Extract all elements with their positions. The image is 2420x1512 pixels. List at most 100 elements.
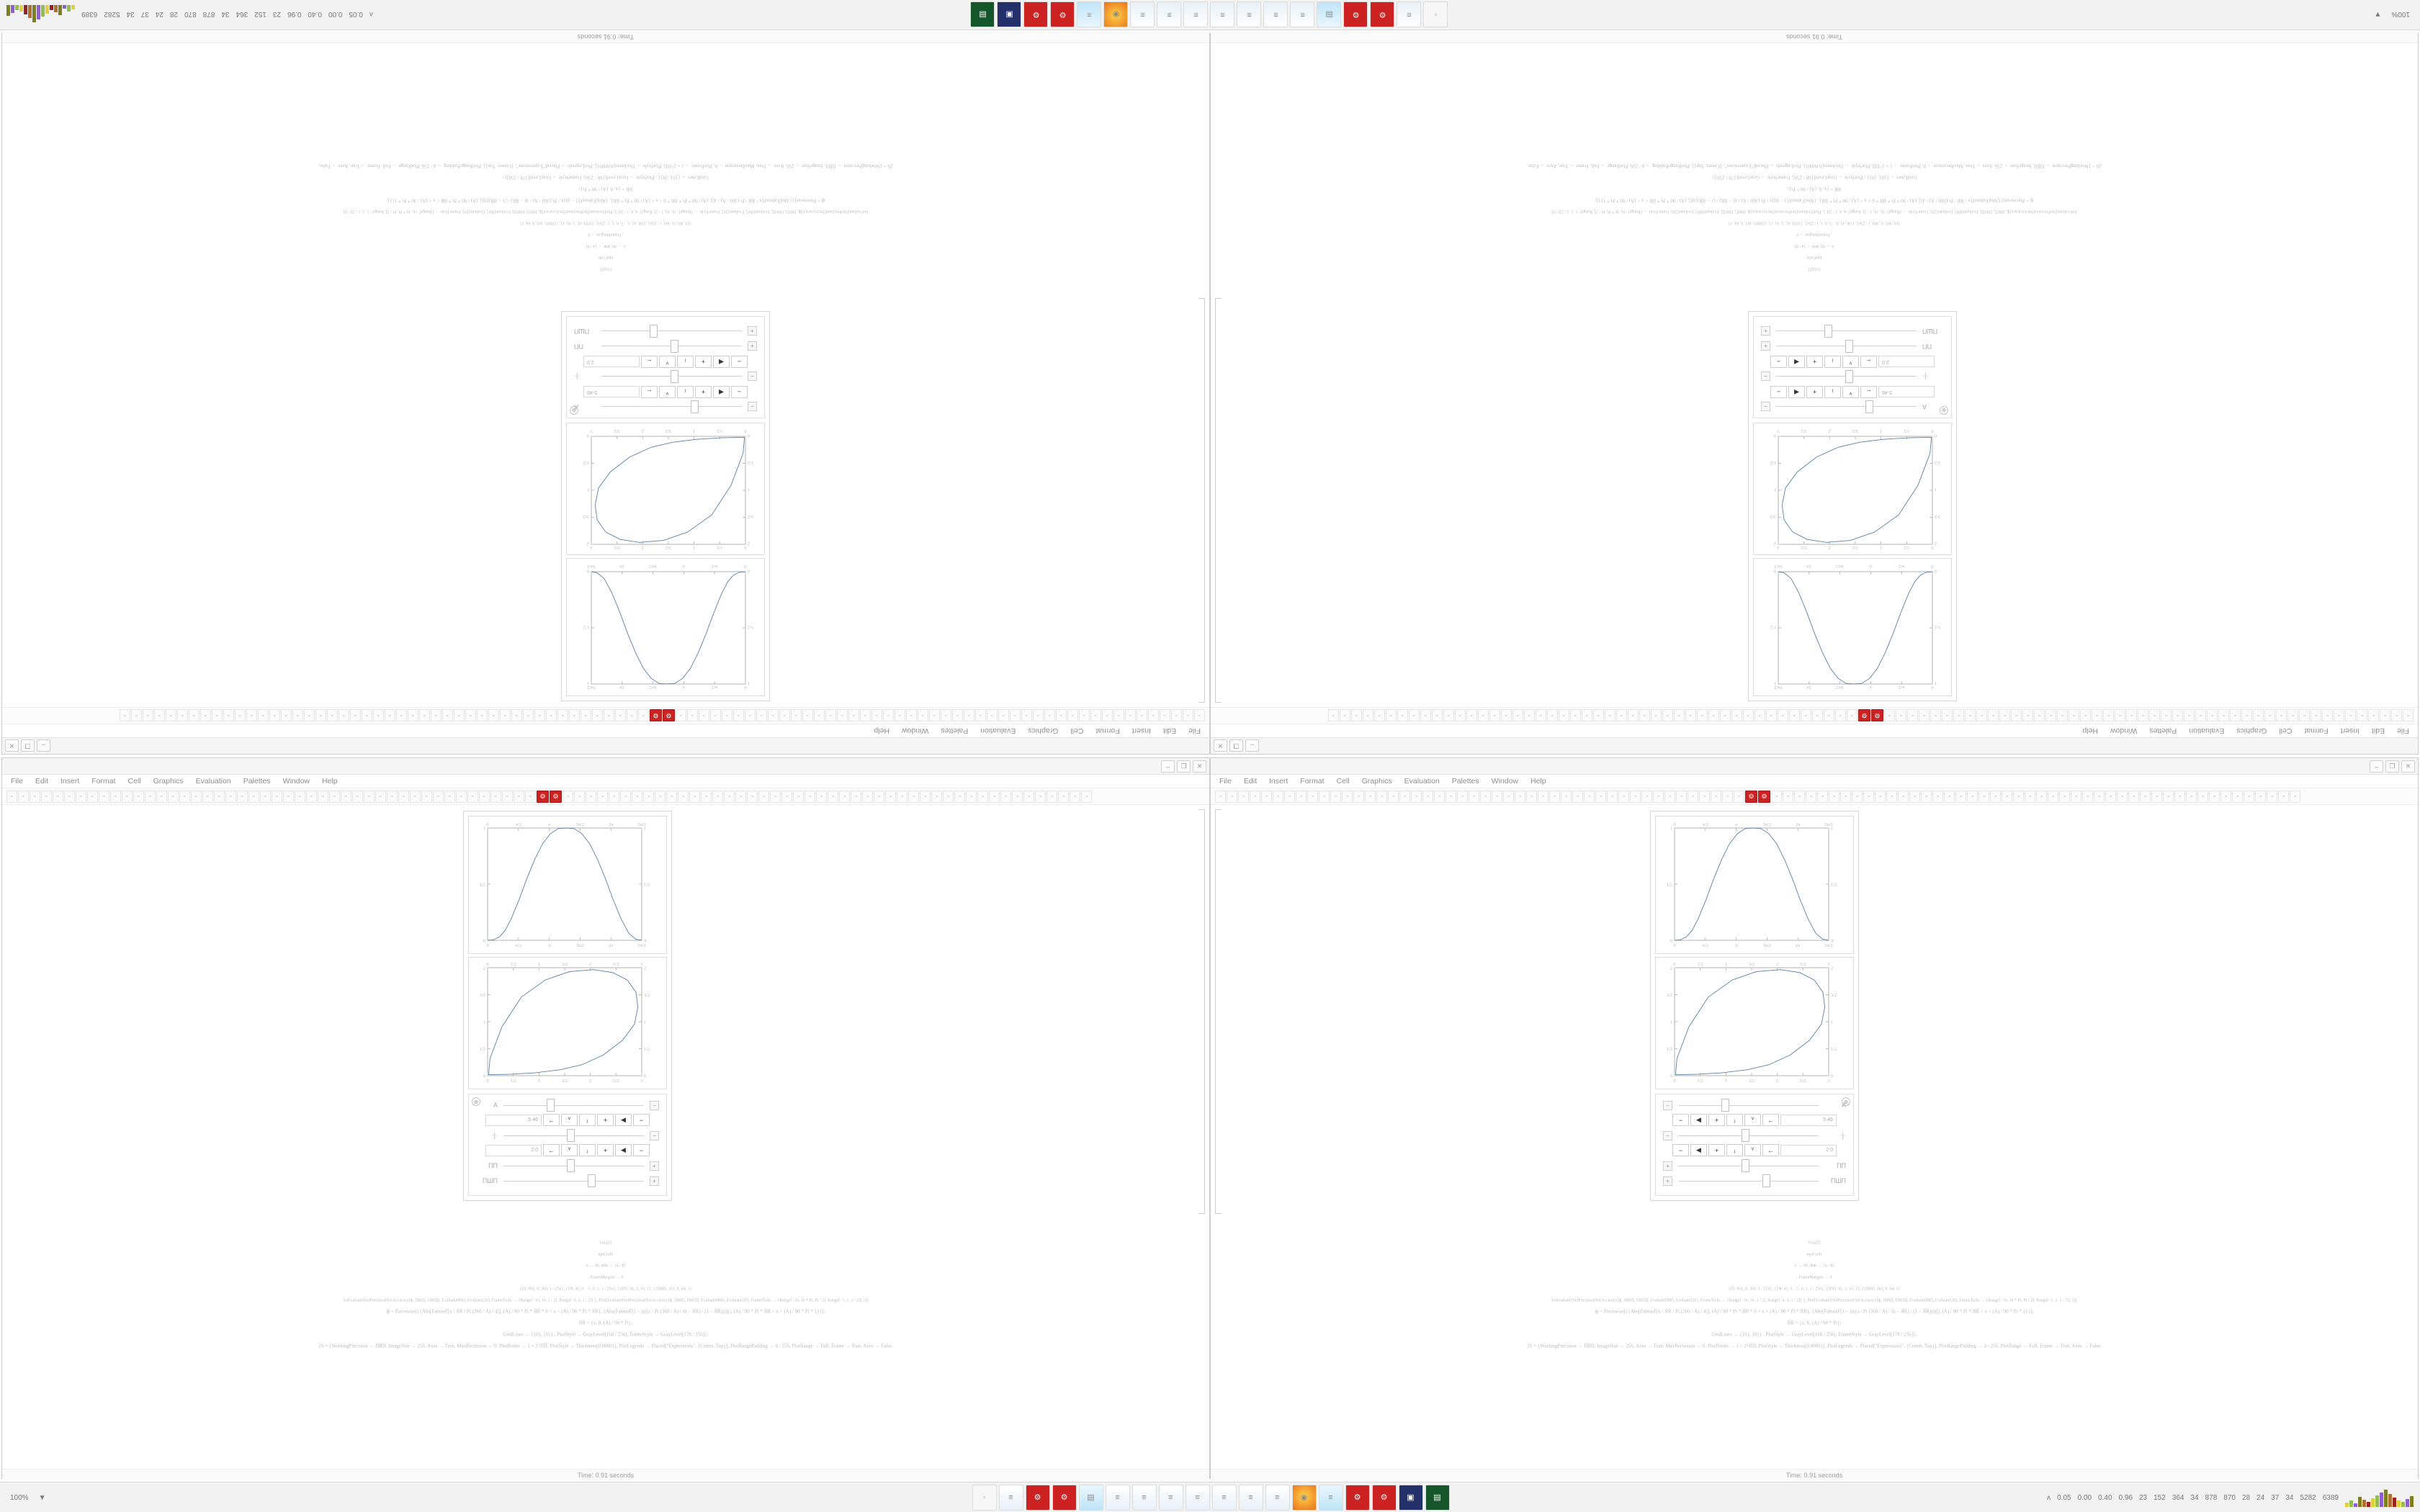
toolbar-button-44[interactable]: ▫ <box>514 790 524 803</box>
slider-a-value[interactable]: 5·46 <box>583 386 640 398</box>
toolbar-button-19[interactable]: ▫ <box>2184 709 2195 722</box>
toolbar-button-39[interactable]: ▫ <box>456 790 467 803</box>
toolbar-button-15[interactable]: ▫ <box>2230 709 2241 722</box>
toolbar-button-b29[interactable]: ▫ <box>304 709 315 722</box>
slider-a-toggle[interactable]: − <box>1761 402 1770 412</box>
anim-button-2[interactable]: + <box>695 386 712 398</box>
toolbar-button-9[interactable]: ▫ <box>1319 790 1330 803</box>
toolbar-button-38[interactable]: ▫ <box>1965 709 1976 722</box>
anim-button-3[interactable]: ⱼ <box>677 386 694 398</box>
toolbar-button-b18[interactable]: ▫ <box>1978 790 1989 803</box>
toolbar-button-36[interactable]: ▫ <box>421 790 432 803</box>
toolbar-button-b40[interactable]: ▫ <box>1386 709 1397 722</box>
menu-window[interactable]: Window <box>901 726 929 735</box>
toolbar-button-b43[interactable]: ▫ <box>143 709 153 722</box>
toolbar-button-37[interactable]: ▫ <box>1641 790 1652 803</box>
toolbar-button-6[interactable]: ▫ <box>1284 790 1295 803</box>
toolbar-button-29[interactable]: ▫ <box>2069 709 2079 722</box>
notebook-title-bar[interactable]: – ❐ ✕ <box>1211 758 2418 775</box>
taskbar-item-kernel-1[interactable]: ⚙ <box>1025 1485 1050 1511</box>
toolbar-button-b45[interactable]: ▫ <box>120 709 130 722</box>
toolbar-button-b21[interactable]: ▫ <box>805 790 815 803</box>
slider-m-slider[interactable] <box>1776 325 1917 338</box>
toolbar-button-7[interactable]: ▫ <box>87 790 98 803</box>
anim-button-2[interactable]: ⱼ <box>1824 356 1841 368</box>
slider-m-toggle[interactable]: + <box>650 1176 659 1186</box>
toolbar-button-b36[interactable]: ▫ <box>977 790 988 803</box>
toolbar-button-b11[interactable]: ▫ <box>1898 790 1909 803</box>
toolbar-button-b25[interactable]: ▫ <box>350 709 361 722</box>
toolbar-button-b32[interactable]: ▫ <box>1478 709 1489 722</box>
anim-button-5[interactable]: − <box>1770 356 1787 368</box>
toolbar-button-38[interactable]: ▫ <box>444 790 455 803</box>
toolbar-button-6[interactable]: ▫ <box>2334 709 2344 722</box>
toolbar-button-30[interactable]: ▫ <box>848 709 859 722</box>
maximize-button[interactable]: ❐ <box>1177 760 1191 773</box>
toolbar-button-b6[interactable]: ▫ <box>1840 790 1851 803</box>
toolbar-button-b19[interactable]: ▫ <box>419 709 430 722</box>
slider-n-toggle[interactable]: + <box>748 341 757 351</box>
menu-palettes[interactable]: Palettes <box>2149 726 2177 735</box>
toolbar-button-b27[interactable]: ▫ <box>874 790 884 803</box>
toolbar-button-b9[interactable]: ▫ <box>666 790 677 803</box>
toolbar-button-23[interactable]: ▫ <box>929 709 940 722</box>
toolbar-button-b0[interactable]: ▫ <box>563 790 573 803</box>
toolbar-kernel-gear-icon-0[interactable]: ⚙ <box>1871 709 1883 722</box>
toolbar-button-28[interactable]: ▫ <box>2080 709 2091 722</box>
toolbar-button-b14[interactable]: ▫ <box>724 790 735 803</box>
menu-evaluation[interactable]: Evaluation <box>2189 726 2225 735</box>
slider-n-thumb[interactable] <box>1845 340 1854 353</box>
toolbar-button-37[interactable]: ▫ <box>768 709 779 722</box>
toolbar-button-b44[interactable]: ▫ <box>1070 790 1080 803</box>
anim-button-4[interactable]: ⱽ <box>659 356 676 368</box>
toolbar-button-39[interactable]: ▫ <box>1664 790 1675 803</box>
toolbar-button-b18[interactable]: ▫ <box>770 790 781 803</box>
anim-button-0[interactable]: ← <box>1860 356 1877 368</box>
toolbar-button-b38[interactable]: ▫ <box>200 709 211 722</box>
toolbar-button-28[interactable]: ▫ <box>1538 790 1549 803</box>
toolbar-button-b42[interactable]: ▫ <box>154 709 165 722</box>
anim-button-4[interactable]: ⱽ <box>659 386 676 398</box>
toolbar-button-18[interactable]: ▫ <box>214 790 225 803</box>
toolbar-button-27[interactable]: ▫ <box>1526 790 1537 803</box>
toolbar-button-b5[interactable]: ▫ <box>581 709 591 722</box>
slider-m-slider[interactable] <box>503 1174 644 1187</box>
taskbar-item-notebook-3[interactable]: ≡ <box>1263 1 1289 27</box>
toolbar-button-0[interactable]: ▫ <box>1194 709 1205 722</box>
tray-caret-icon[interactable]: ʌ <box>369 10 373 19</box>
anim-button-2[interactable]: + <box>1708 1144 1725 1156</box>
toolbar-button-16[interactable]: ▫ <box>191 790 202 803</box>
toolbar-button-b12[interactable]: ▫ <box>500 709 511 722</box>
anim-button-5[interactable]: ← <box>1762 1114 1779 1126</box>
toolbar-button-16[interactable]: ▫ <box>2218 709 2229 722</box>
toolbar-button-14[interactable]: ▫ <box>168 790 179 803</box>
toolbar-button-b12[interactable]: ▫ <box>701 790 712 803</box>
maximize-button[interactable]: ❐ <box>1229 739 1243 752</box>
menu-window[interactable]: Window <box>282 777 310 786</box>
toolbar-button-13[interactable]: ▫ <box>156 790 167 803</box>
expand-icon[interactable]: ⊕ <box>472 1097 480 1106</box>
toolbar-button-b29[interactable]: ▫ <box>1512 709 1523 722</box>
toolbar-button-29[interactable]: ▫ <box>341 790 351 803</box>
toolbar-button-b39[interactable]: ▫ <box>1012 790 1023 803</box>
anim-button-2[interactable]: ⱼ <box>579 1144 596 1156</box>
toolbar-button-21[interactable]: ▫ <box>952 709 963 722</box>
menu-format[interactable]: Format <box>91 777 116 786</box>
toolbar-button-b9[interactable]: ▫ <box>1875 790 1886 803</box>
anim-button-5[interactable]: − <box>633 1144 650 1156</box>
toolbar-button-b41[interactable]: ▫ <box>166 709 176 722</box>
anim-button-3[interactable]: ⱼ <box>1726 1144 1743 1156</box>
toolbar-button-b9[interactable]: ▫ <box>1743 709 1754 722</box>
toolbar-button-b17[interactable]: ▫ <box>442 709 453 722</box>
toolbar-button-35[interactable]: ▫ <box>1618 790 1629 803</box>
toolbar-button-7[interactable]: ▫ <box>1113 709 1124 722</box>
toolbar-button-20[interactable]: ▫ <box>237 790 248 803</box>
menu-palettes[interactable]: Palettes <box>1451 777 1479 786</box>
slider-a-thumb[interactable] <box>1721 1099 1730 1112</box>
toolbar-button-38[interactable]: ▫ <box>1653 790 1664 803</box>
toolbar-button-b34[interactable]: ▫ <box>246 709 257 722</box>
toolbar-button-26[interactable]: ▫ <box>2103 709 2114 722</box>
toolbar-button-b24[interactable]: ▫ <box>362 709 372 722</box>
toolbar-button-b43[interactable]: ▫ <box>2267 790 2277 803</box>
toolbar-button-b4[interactable]: ▫ <box>1801 709 1811 722</box>
